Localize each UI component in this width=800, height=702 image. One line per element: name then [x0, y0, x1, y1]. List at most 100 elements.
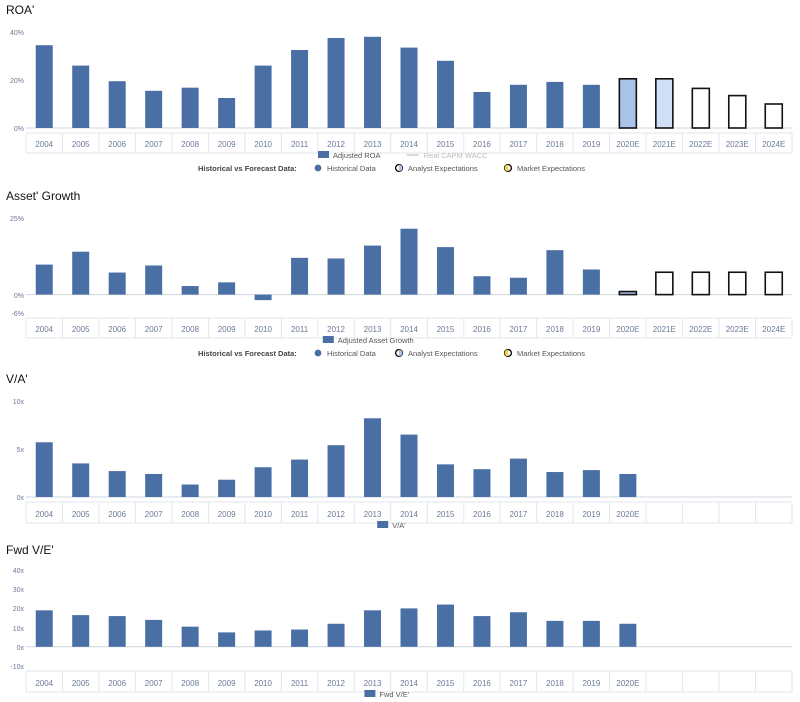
growth-category-label: 2004	[35, 325, 53, 334]
roa-category-label: 2008	[181, 140, 199, 149]
roa-market-bar	[691, 87, 711, 129]
fwdve-bar	[108, 616, 126, 647]
fwdve-bar	[619, 623, 637, 647]
fwdve-bar	[327, 623, 345, 647]
roa-category-label: 2021E	[653, 140, 676, 149]
growth-legend-market-dot-fill	[504, 349, 508, 357]
va-bar	[145, 473, 163, 497]
growth-bar	[145, 265, 163, 295]
fwdve-bar	[181, 626, 199, 647]
roa-category-label: 2012	[327, 140, 345, 149]
va-category-label: 2016	[473, 510, 491, 519]
fwdve-category-label: 2004	[35, 679, 53, 688]
fwdve-category-label: 2012	[327, 679, 345, 688]
growth-forecast-legend-label: Analyst Expectations	[408, 349, 478, 358]
growth-legend-analyst-dot-fill	[399, 349, 403, 357]
roa-category-label: 2013	[364, 140, 382, 149]
growth-analyst-bar	[618, 290, 638, 296]
growth-bar	[473, 276, 491, 295]
va-bar	[400, 434, 418, 497]
fwdve-bar	[582, 620, 600, 647]
fwdve-y-tick-label: -10x	[10, 664, 24, 671]
growth-bar	[400, 228, 418, 295]
growth-category-label: 2022E	[689, 325, 712, 334]
growth-bar	[582, 269, 600, 295]
fwdve-category-label: 2006	[108, 679, 126, 688]
va-category-label: 2020E	[616, 510, 639, 519]
growth-category-label: 2015	[437, 325, 455, 334]
roa-bar	[364, 36, 382, 128]
va-bar	[35, 442, 53, 497]
fwdve-category-label: 2009	[218, 679, 236, 688]
growth-bar	[35, 264, 53, 295]
growth-category-label: 2008	[181, 325, 199, 334]
roa-category-label: 2016	[473, 140, 491, 149]
va-category-label: 2005	[72, 510, 90, 519]
growth-category-label: 2011	[291, 325, 309, 334]
va-y-tick-label: 10x	[13, 399, 25, 406]
fwdve-category-label: 2011	[291, 679, 309, 688]
growth-category-label: 2013	[364, 325, 382, 334]
growth-bar	[546, 250, 564, 295]
va-bar	[509, 458, 527, 497]
growth-category-label: 2016	[473, 325, 491, 334]
va-bar	[546, 472, 564, 497]
growth-legend-historical-dot	[314, 349, 322, 357]
roa-category-label: 2004	[35, 140, 53, 149]
roa-legend-market-dot-fill	[504, 164, 508, 172]
va-category-label: 2009	[218, 510, 236, 519]
growth-category-label: 2009	[218, 325, 236, 334]
va-bar	[218, 479, 236, 497]
va-category-label: 2010	[254, 510, 272, 519]
roa-forecast-legend-heading: Historical vs Forecast Data:	[198, 164, 297, 173]
growth-legend-swatch	[322, 336, 334, 343]
growth-y-tick-label: 25%	[10, 216, 24, 223]
va-category-label: 2006	[108, 510, 126, 519]
growth-bar	[291, 257, 309, 295]
growth-category-label: 2005	[72, 325, 90, 334]
fwdve-bar	[473, 616, 491, 647]
growth-category-label: 2006	[108, 325, 126, 334]
roa-forecast-legend-label: Market Expectations	[517, 164, 585, 173]
fwdve-category-label: 2014	[400, 679, 418, 688]
roa-chart-title: ROA'	[6, 3, 35, 17]
growth-bar	[181, 286, 199, 295]
va-category-label: 2019	[582, 510, 600, 519]
fwdve-bar	[364, 610, 382, 647]
va-legend-label: V/A'	[392, 521, 406, 530]
roa-legend-label: Adjusted ROA	[333, 151, 381, 160]
fwdve-category-label: 2007	[145, 679, 163, 688]
growth-category-label: 2017	[510, 325, 528, 334]
growth-y-tick-label: -6%	[12, 311, 24, 318]
roa-analyst-bar	[618, 78, 638, 129]
roa-bar	[509, 84, 527, 128]
va-bar	[436, 464, 454, 497]
roa-category-label: 2014	[400, 140, 418, 149]
va-bar	[254, 467, 272, 497]
roa-bar	[291, 50, 309, 128]
va-legend-swatch	[377, 521, 389, 528]
growth-bar	[509, 277, 527, 295]
growth-category-label: 2007	[145, 325, 163, 334]
roa-bar	[546, 81, 564, 128]
va-category-label: 2018	[546, 510, 564, 519]
fwdve-legend-swatch	[364, 690, 376, 697]
va-chart-title: V/A'	[6, 372, 28, 386]
fwdve-category-label: 2005	[72, 679, 90, 688]
fwdve-y-tick-label: 30x	[13, 587, 25, 594]
roa-bar	[35, 45, 53, 129]
fwdve-y-tick-label: 0x	[17, 645, 25, 652]
va-bar	[181, 484, 199, 497]
roa-bar	[582, 84, 600, 128]
va-bar	[473, 469, 491, 497]
roa-y-tick-label: 40%	[10, 30, 24, 37]
roa-analyst-bar	[655, 78, 674, 129]
va-category-label: 2017	[510, 510, 528, 519]
roa-bar	[327, 38, 345, 128]
fwdve-bar	[72, 615, 90, 647]
fwdve-bar	[145, 619, 163, 647]
growth-market-bar	[691, 271, 711, 296]
fwdve-bar	[218, 632, 236, 647]
roa-category-label: 2015	[437, 140, 455, 149]
